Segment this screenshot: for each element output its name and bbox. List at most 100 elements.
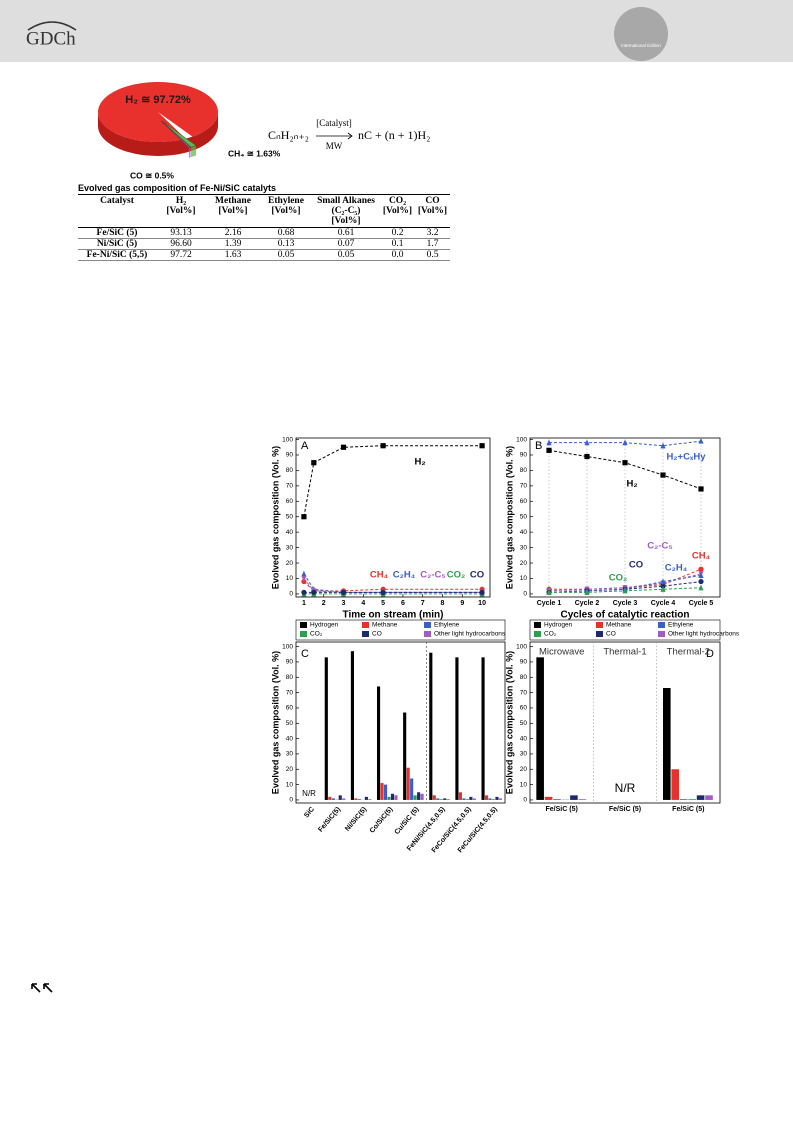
x-tick-label: 3 xyxy=(342,600,346,607)
y-axis-label: Evolved gas composition (Vol. %) xyxy=(270,651,280,794)
header-line: [Vol%] xyxy=(417,206,448,216)
legend-label: CO xyxy=(372,631,382,638)
y-tick-label: 70 xyxy=(286,483,294,490)
no-result-label: N/R xyxy=(615,781,636,795)
pie-label: CO ≅ 0.5% xyxy=(130,170,174,180)
header-line: CO₂ xyxy=(388,196,407,206)
table-cell: 0.13 xyxy=(260,238,312,250)
bar xyxy=(446,799,450,800)
panel-label: A xyxy=(301,440,309,452)
marker xyxy=(380,589,386,595)
bar xyxy=(328,796,332,800)
x-tick-label: 10 xyxy=(478,600,486,607)
bar xyxy=(696,795,705,800)
table-cell: 2.16 xyxy=(206,227,260,239)
logo-arc xyxy=(27,21,77,31)
x-tick-label: 1 xyxy=(302,600,306,607)
y-tick-label: 40 xyxy=(286,735,294,742)
table-row: Fe-Ni/SiC (5,5) 97.72 1.63 0.05 0.05 0.0 0.5 xyxy=(78,249,450,261)
x-tick-label: Cu/SiC (5) xyxy=(394,806,421,836)
marker xyxy=(301,575,307,582)
bar xyxy=(406,767,410,800)
table-block: Evolved gas composition of Fe-Ni/SiC cat… xyxy=(78,183,450,261)
marker xyxy=(301,589,307,595)
chart-D: 0 10 20 30 40 50 60 70 80 90 100 Fe/SiC (5) Fe/SiC (… xyxy=(504,619,740,813)
y-tick-label: 60 xyxy=(520,705,528,712)
marker xyxy=(622,460,628,466)
table-cell: 0.1 xyxy=(380,238,415,250)
bar xyxy=(495,796,499,800)
marker xyxy=(546,589,552,595)
y-tick-label: 90 xyxy=(286,452,294,459)
bar xyxy=(390,793,395,800)
x-tick-label: 7 xyxy=(421,600,425,607)
column-header: Catalyst xyxy=(78,194,156,228)
header-line: (C₂-C₅) xyxy=(331,206,361,216)
badge xyxy=(614,7,668,61)
legend-swatch xyxy=(596,631,603,637)
y-tick-label: 90 xyxy=(286,659,294,666)
series-label: CH₄ xyxy=(370,570,389,581)
x-tick-label: Ni/SiC(5) xyxy=(344,806,368,833)
marker xyxy=(660,442,666,449)
table-cell: 0.5 xyxy=(415,249,450,261)
equation-arrowhead xyxy=(347,132,353,140)
marker xyxy=(698,437,704,444)
bar xyxy=(488,798,492,800)
group-label: Thermal-2 xyxy=(667,647,710,658)
legend-swatch xyxy=(658,622,665,628)
legend-label: Ethylene xyxy=(434,622,460,629)
table-caption: Evolved gas composition of Fe-Ni/SiC cat… xyxy=(78,183,277,193)
equation: CₙH₂ₙ₊₂ [Catalyst] MW nC + (n + 1)H₂ xyxy=(268,118,430,151)
y-tick-label: 70 xyxy=(286,689,294,696)
bar xyxy=(481,657,485,800)
pie-slice xyxy=(98,82,219,142)
table-cell: Fe/SiC (5) xyxy=(78,227,156,239)
column-header: CO₂ [Vol%] xyxy=(380,194,415,228)
y-tick-label: 100 xyxy=(282,643,293,650)
legend: Hydrogen Methane Ethylene CO₂ CO Other light … xyxy=(529,619,740,641)
table-cell: 1.39 xyxy=(206,238,260,250)
chart-C: 0 10 20 30 40 50 60 70 80 90 100 SiC Fe/SiC(5) Ni/SiC… xyxy=(270,619,506,854)
equation-below: MW xyxy=(326,141,343,151)
nav-icon xyxy=(31,983,53,993)
group-label: Microwave xyxy=(539,647,584,658)
x-tick-label: Cycle 5 xyxy=(689,600,714,607)
panel-label: C xyxy=(301,648,309,660)
y-axis-label: Evolved gas composition (Vol. %) xyxy=(504,651,514,794)
header-line: H₂ xyxy=(175,196,187,206)
y-tick-label: 50 xyxy=(520,720,528,727)
table: Catalyst H₂ [Vol%] Methane [Vol%] Ethylene [Vo… xyxy=(78,194,450,261)
header-line: [Vol%] xyxy=(331,216,361,226)
header-band xyxy=(0,0,793,62)
bar xyxy=(376,686,381,800)
bar xyxy=(491,799,496,800)
table-cell: 0.68 xyxy=(260,227,312,239)
x-tick-label: 5 xyxy=(381,600,385,607)
y-tick-label: 100 xyxy=(516,436,527,443)
x-axis-label: Time on stream (min) xyxy=(343,610,444,621)
bar xyxy=(469,796,473,800)
legend-frame xyxy=(529,619,721,641)
badge-text: International Edition xyxy=(621,43,661,48)
table-cell: 1.7 xyxy=(415,238,450,250)
legend-label: Hydrogen xyxy=(544,622,573,629)
bar xyxy=(462,798,466,800)
column-header: H₂ [Vol%] xyxy=(156,194,206,228)
marker xyxy=(301,570,307,577)
bar xyxy=(417,792,421,800)
y-tick-label: 30 xyxy=(286,544,294,551)
pie-slice-side xyxy=(190,145,197,158)
plot-frame xyxy=(295,641,506,804)
column-header: Ethylene [Vol%] xyxy=(260,194,312,228)
y-tick-label: 60 xyxy=(286,705,294,712)
marker xyxy=(660,578,666,585)
bar xyxy=(394,795,398,800)
header-line: Catalyst xyxy=(100,196,134,206)
y-tick-label: 20 xyxy=(286,766,294,773)
pie-chart: H₂ ≅ 97.72% CH₄ ≅ 1.63% CO ≅ 0.5% xyxy=(98,82,281,180)
bar xyxy=(338,795,342,800)
series-label: CO xyxy=(470,570,484,581)
legend-swatch xyxy=(362,622,369,628)
table-cell: 0.0 xyxy=(380,249,415,261)
